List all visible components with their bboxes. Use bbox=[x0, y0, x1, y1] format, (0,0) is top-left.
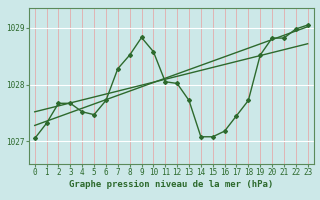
X-axis label: Graphe pression niveau de la mer (hPa): Graphe pression niveau de la mer (hPa) bbox=[69, 180, 273, 189]
